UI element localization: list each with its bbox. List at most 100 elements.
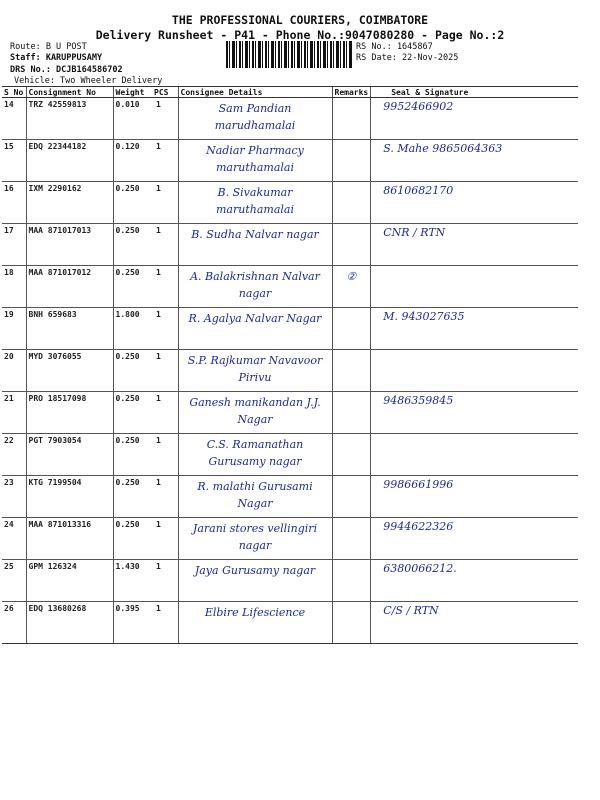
s-no: 16	[2, 181, 26, 224]
remarks	[331, 307, 371, 350]
seal-signature: 9944622326	[370, 517, 578, 560]
remarks	[331, 391, 371, 434]
consignment-no: EDQ 22344182	[25, 139, 113, 182]
rs-no: RS No.: 1645867	[356, 42, 433, 52]
weight: 1.800	[112, 307, 152, 350]
remarks	[331, 475, 371, 518]
pcs: 1	[152, 265, 178, 308]
s-no: 17	[2, 223, 26, 266]
remarks	[331, 517, 371, 560]
table-header: S No Consignment No Weight PCS Consignee…	[2, 86, 578, 98]
drs-no: DRS No.: DCJB164586702	[10, 65, 123, 75]
consignment-no: MYD 3076055	[25, 349, 113, 392]
table-row: 21 PRO 18517098 0.250 1 Ganesh manikandan J.…	[2, 391, 578, 434]
weight: 0.250	[112, 181, 152, 224]
remarks: ②	[331, 265, 371, 308]
weight: 0.120	[112, 139, 152, 182]
table-row: 15 EDQ 22344182 0.120 1 Nadiar Pharmacy maru…	[2, 139, 578, 182]
table-row: 24 MAA 871013316 0.250 1 Jarani stores velli…	[2, 517, 578, 560]
s-no: 25	[2, 559, 26, 602]
s-no: 24	[2, 517, 26, 560]
weight: 0.250	[112, 349, 152, 392]
consignee-details: B. Sivakumar maruthamalai	[177, 181, 332, 224]
s-no: 18	[2, 265, 26, 308]
consignment-no: KTG 7199504	[25, 475, 113, 518]
table-row: 14 TRZ 42559813 0.010 1 Sam Pandian marudham…	[2, 97, 578, 140]
s-no: 21	[2, 391, 26, 434]
company-name: THE PROFESSIONAL COURIERS, COIMBATORE	[171, 13, 429, 27]
weight: 0.250	[112, 265, 152, 308]
pcs: 1	[152, 349, 178, 392]
remarks	[331, 97, 371, 140]
s-no: 22	[2, 433, 26, 476]
col-pcs: PCS	[152, 86, 178, 98]
consignment-no: MAA 871017013	[25, 223, 113, 266]
seal-signature: C/S / RTN	[370, 601, 578, 644]
pcs: 1	[152, 391, 178, 434]
runsheet-subtitle: Delivery Runsheet - P41 - Phone No.:9047…	[95, 28, 505, 42]
consignment-no: EDQ 13680268	[25, 601, 113, 644]
rs-date: RS Date: 22-Nov-2025	[356, 53, 459, 63]
weight: 0.250	[112, 433, 152, 476]
seal-signature: M. 943027635	[370, 307, 578, 350]
consignment-no: PGT 7903054	[25, 433, 113, 476]
col-weight: Weight	[112, 86, 152, 98]
s-no: 20	[2, 349, 26, 392]
pcs: 1	[152, 307, 178, 350]
consignment-no: TRZ 42559813	[25, 97, 113, 140]
staff: Staff: KARUPPUSAMY	[10, 53, 103, 63]
weight: 0.250	[112, 517, 152, 560]
seal-signature: 8610682170	[370, 181, 578, 224]
weight: 0.250	[112, 475, 152, 518]
consignee-details: Jaya Gurusamy nagar	[177, 559, 332, 602]
consignee-details: B. Sudha Nalvar nagar	[177, 223, 332, 266]
consignee-details: Jarani stores vellingiri nagar	[177, 517, 332, 560]
consignee-details: C.S. Ramanathan Gurusamy nagar	[177, 433, 332, 476]
table-row: 19 BNH 659683 1.800 1 R. Agalya Nalvar Nagar…	[2, 307, 578, 350]
pcs: 1	[152, 139, 178, 182]
pcs: 1	[152, 433, 178, 476]
remarks	[331, 433, 371, 476]
table-row: 23 KTG 7199504 0.250 1 R. malathi Gurusami N…	[2, 475, 578, 518]
seal-signature: 6380066212.	[370, 559, 578, 602]
pcs: 1	[152, 97, 178, 140]
consignee-details: Nadiar Pharmacy maruthamalai	[177, 139, 332, 182]
table-row: 16 IXM 2290162 0.250 1 B. Sivakumar marutham…	[2, 181, 578, 224]
weight: 1.430	[112, 559, 152, 602]
consignment-no: PRO 18517098	[25, 391, 113, 434]
consignee-details: Sam Pandian marudhamalai	[177, 97, 332, 140]
pcs: 1	[152, 517, 178, 560]
pcs: 1	[152, 181, 178, 224]
seal-signature: S. Mahe 9865064363	[370, 139, 578, 182]
seal-signature	[370, 433, 578, 476]
remarks	[331, 181, 371, 224]
remarks	[331, 223, 371, 266]
s-no: 14	[2, 97, 26, 140]
weight: 0.250	[112, 223, 152, 266]
remarks	[331, 139, 371, 182]
seal-signature	[370, 349, 578, 392]
seal-signature: CNR / RTN	[370, 223, 578, 266]
weight: 0.395	[112, 601, 152, 644]
consignment-no: BNH 659683	[25, 307, 113, 350]
table-row: 26 EDQ 13680268 0.395 1 Elbire Lifescience C/…	[2, 601, 578, 644]
route: Route: B U POST	[10, 42, 87, 52]
table-row: 22 PGT 7903054 0.250 1 C.S. Ramanathan Gurus…	[2, 433, 578, 476]
col-remarks: Remarks	[331, 86, 371, 98]
pcs: 1	[152, 223, 178, 266]
consignee-details: R. Agalya Nalvar Nagar	[177, 307, 332, 350]
pcs: 1	[152, 559, 178, 602]
consignee-details: A. Balakrishnan Nalvar nagar	[177, 265, 332, 308]
remarks	[331, 559, 371, 602]
col-sno: S No	[2, 86, 26, 98]
seal-signature	[370, 265, 578, 308]
remarks	[331, 349, 371, 392]
pcs: 1	[152, 475, 178, 518]
consignee-details: Ganesh manikandan J.J. Nagar	[177, 391, 332, 434]
seal-signature: 9486359845	[370, 391, 578, 434]
weight: 0.250	[112, 391, 152, 434]
s-no: 15	[2, 139, 26, 182]
remarks	[331, 601, 371, 644]
table-row: 20 MYD 3076055 0.250 1 S.P. Rajkumar Navavoo…	[2, 349, 578, 392]
consignment-no: MAA 871017012	[25, 265, 113, 308]
